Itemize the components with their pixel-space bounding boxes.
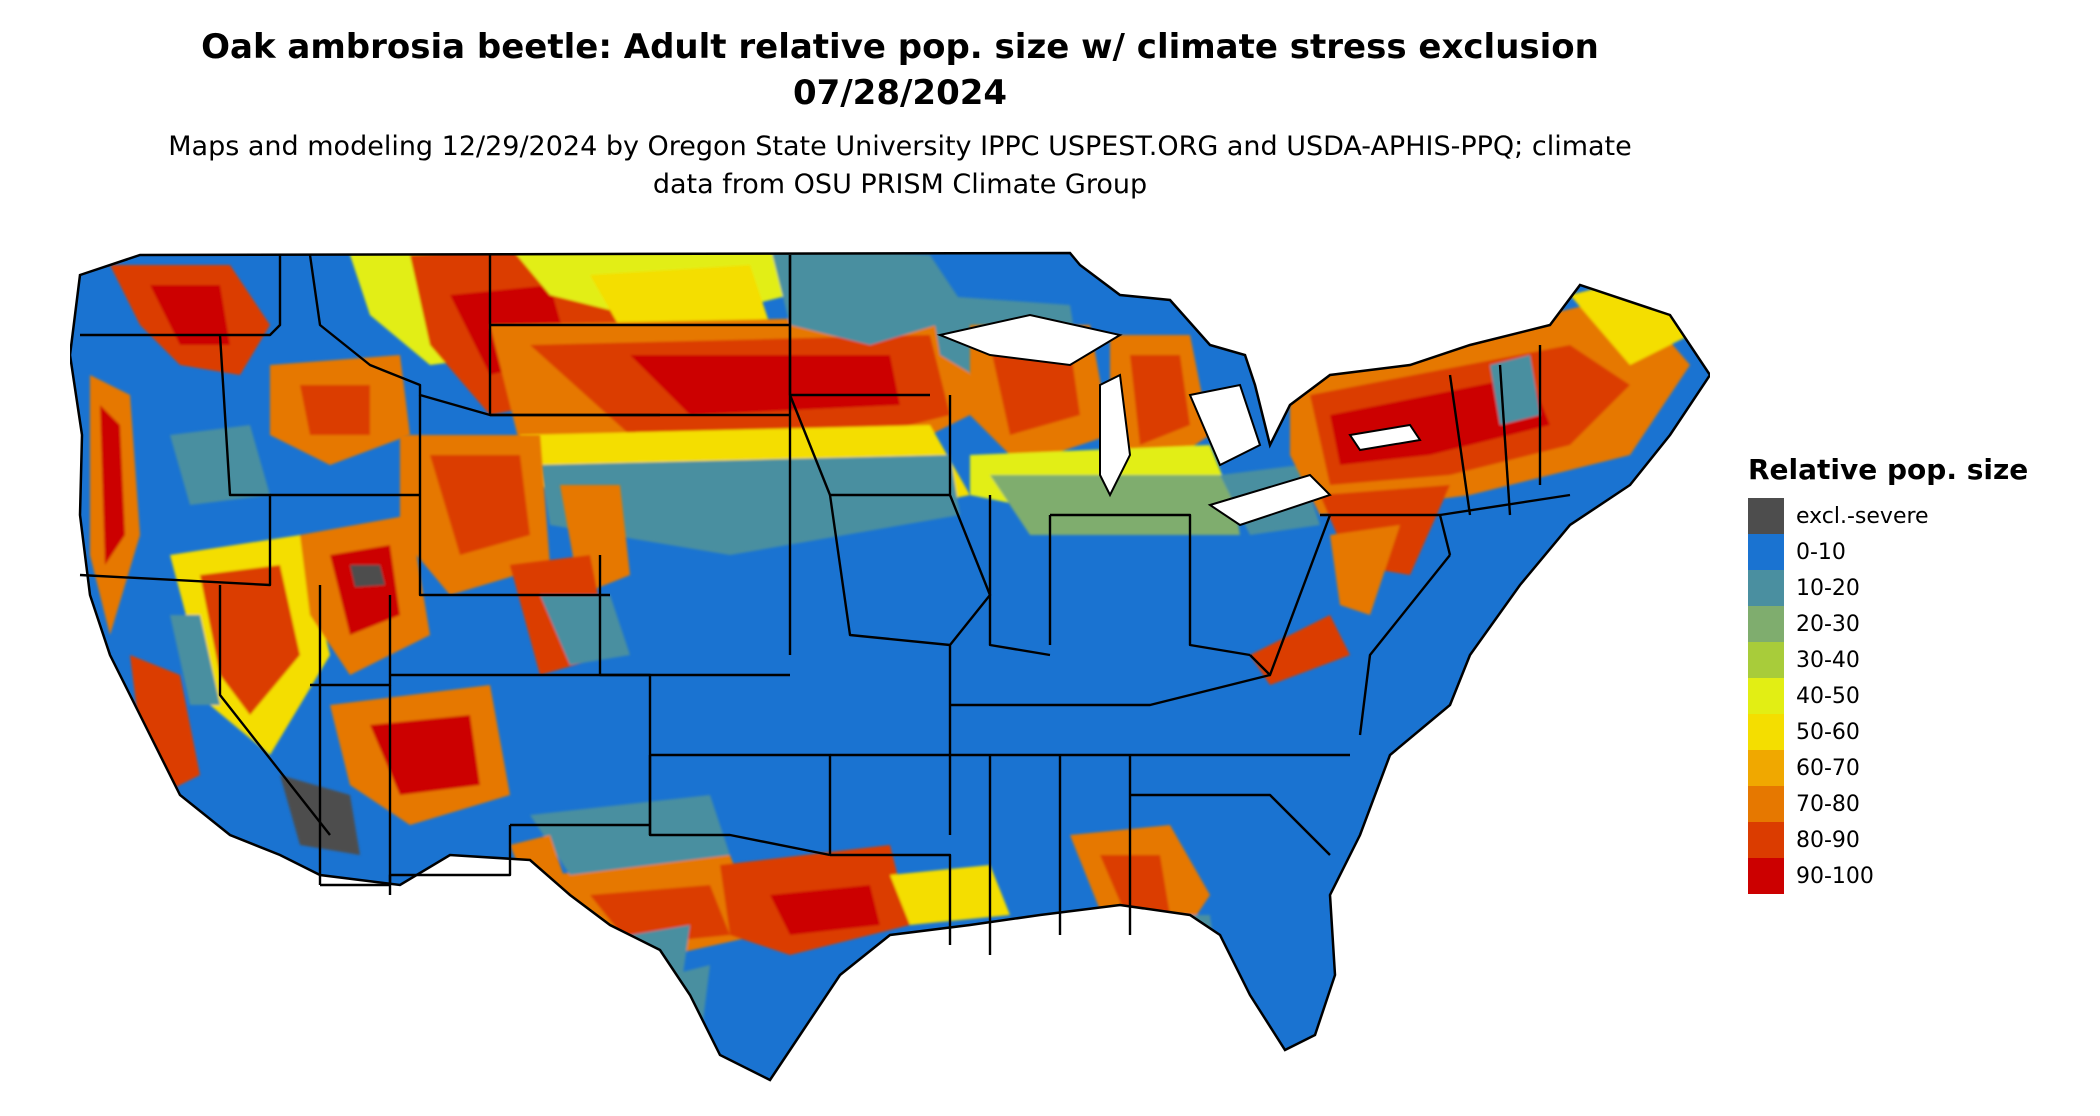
legend-label: excl.-severe (1796, 503, 1929, 529)
legend-swatch (1748, 570, 1784, 606)
lake-ontario (1348, 423, 1422, 452)
region-northwest (90, 265, 410, 635)
legend-swatch (1748, 606, 1784, 642)
legend-label: 0-10 (1796, 539, 1846, 565)
legend-item: 50-60 (1748, 714, 2068, 750)
lake-erie (1207, 473, 1332, 527)
legend-item: 80-90 (1748, 822, 2068, 858)
legend-item: excl.-severe (1748, 498, 2068, 534)
legend-label: 40-50 (1796, 683, 1860, 709)
legend: Relative pop. size excl.-severe 0-10 10-… (1748, 452, 2068, 894)
title-block: Oak ambrosia beetle: Adult relative pop.… (150, 24, 1650, 204)
legend-item: 70-80 (1748, 786, 2068, 822)
legend-swatch (1748, 750, 1784, 786)
great-lakes (936, 313, 1422, 527)
region-great-lakes (970, 325, 1320, 535)
legend-label: 70-80 (1796, 791, 1860, 817)
lake-michigan (1099, 373, 1132, 498)
legend-item: 60-70 (1748, 750, 2068, 786)
legend-item: 0-10 (1748, 534, 2068, 570)
state-borders (79, 254, 1571, 955)
legend-swatch (1748, 642, 1784, 678)
map-title: Oak ambrosia beetle: Adult relative pop.… (201, 27, 1599, 113)
legend-title: Relative pop. size (1748, 453, 2029, 486)
legend-swatch (1748, 786, 1784, 822)
legend-label: 80-90 (1796, 827, 1860, 853)
legend-item: 90-100 (1748, 858, 2068, 894)
legend-swatch (1748, 858, 1784, 894)
legend-item: 30-40 (1748, 642, 2068, 678)
legend-swatch (1748, 822, 1784, 858)
lake-superior (936, 313, 1123, 367)
legend-label: 30-40 (1796, 647, 1860, 673)
legend-swatch (1748, 498, 1784, 534)
region-south (510, 485, 1220, 1045)
map-subtitle: Maps and modeling 12/29/2024 by Oregon S… (168, 131, 1632, 200)
legend-label: 60-70 (1796, 755, 1860, 781)
legend-swatch (1748, 534, 1784, 570)
legend-item: 10-20 (1748, 570, 2068, 606)
legend-item: 20-30 (1748, 606, 2068, 642)
legend-label: 90-100 (1796, 863, 1874, 889)
region-northeast (1250, 275, 1690, 685)
legend-swatch (1748, 678, 1784, 714)
region-northern-plains (340, 253, 1080, 555)
legend-item: 40-50 (1748, 678, 2068, 714)
us-map (70, 251, 1710, 1082)
legend-label: 20-30 (1796, 611, 1860, 637)
legend-label: 50-60 (1796, 719, 1860, 745)
lake-huron (1188, 383, 1262, 467)
legend-swatch (1748, 714, 1784, 750)
legend-label: 10-20 (1796, 575, 1860, 601)
